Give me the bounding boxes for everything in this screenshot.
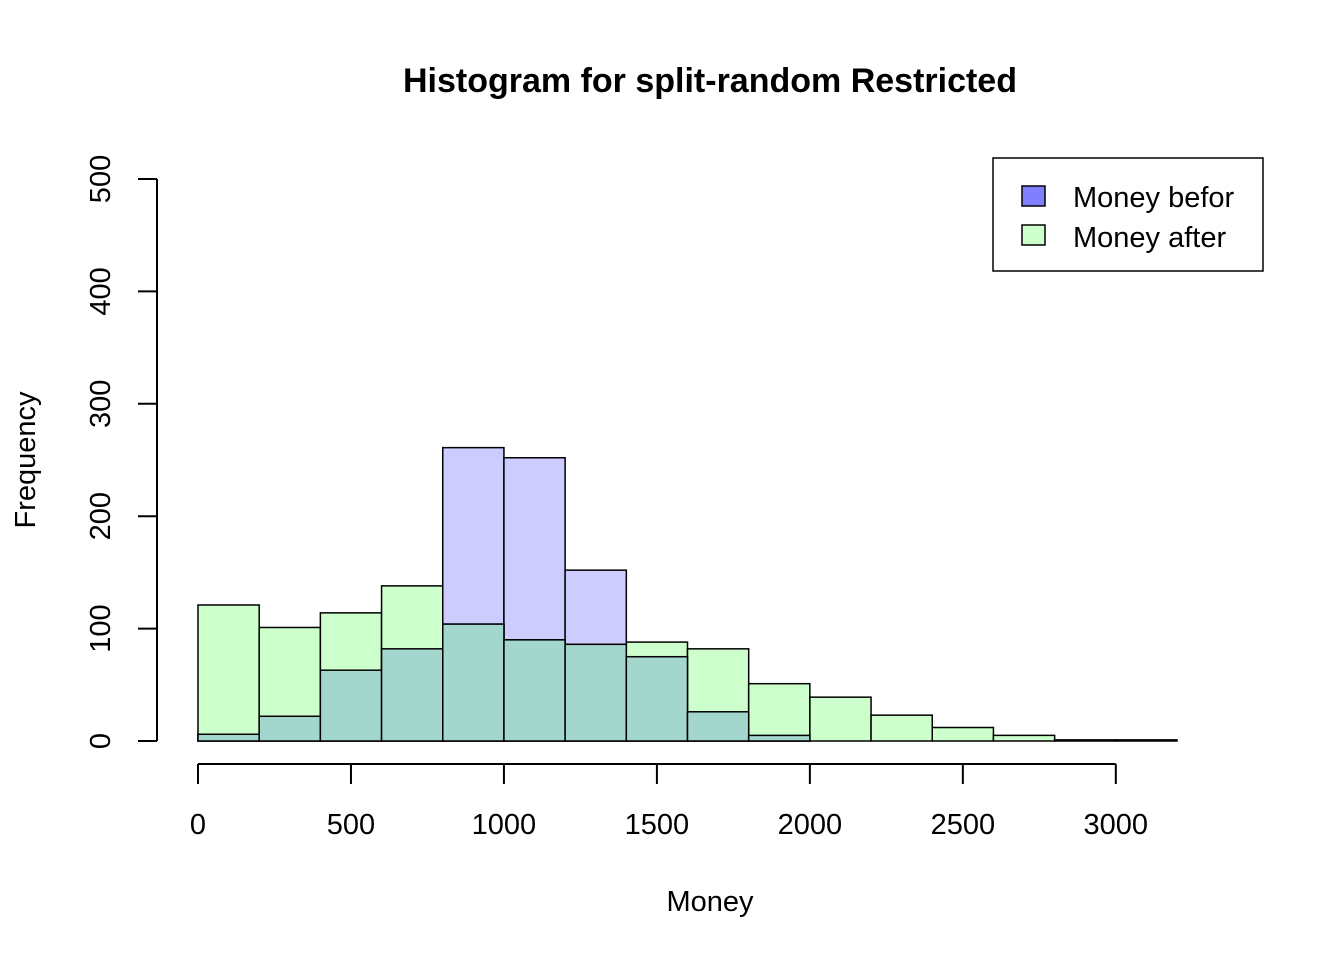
legend-label-money-befor: Money befor xyxy=(1073,182,1235,214)
legend: Money befor Money after xyxy=(992,157,1264,272)
y-ticks: 0 100 200 300 400 500 xyxy=(85,155,157,749)
x-tick-label-4: 2000 xyxy=(778,809,843,841)
y-axis-label: Frequency xyxy=(10,391,42,529)
bar-overlap-3 xyxy=(380,648,444,742)
y-axis: 0 100 200 300 400 500 xyxy=(85,155,158,749)
bar-overlap-2 xyxy=(319,669,383,742)
x-tick-label-5: 2500 xyxy=(931,809,996,841)
bar-money-after-10 xyxy=(809,696,872,742)
bar-money-after-12 xyxy=(931,726,995,742)
bar-overlap-6 xyxy=(564,643,628,742)
x-tick-label-2: 1000 xyxy=(472,809,537,841)
bar-money-after-15 xyxy=(1115,739,1178,742)
x-tick-label-0: 0 xyxy=(190,809,206,841)
y-tick-label-1: 100 xyxy=(85,604,117,652)
bar-overlap-5 xyxy=(503,639,566,742)
legend-swatch-money-befor xyxy=(1021,185,1046,207)
bar-money-after-11 xyxy=(870,714,933,742)
legend-box xyxy=(992,157,1264,272)
x-axis-label: Money xyxy=(666,886,754,918)
bar-overlap-1 xyxy=(258,715,322,742)
y-tick-label-0: 0 xyxy=(85,733,117,749)
bar-overlap-9 xyxy=(747,734,811,742)
y-tick-label-3: 300 xyxy=(85,380,117,428)
bar-overlap-4 xyxy=(442,623,505,742)
y-tick-label-2: 200 xyxy=(85,492,117,540)
bar-money-after-9 xyxy=(747,682,811,742)
bar-money-after-13 xyxy=(992,734,1056,742)
bar-overlap-0 xyxy=(197,733,260,742)
y-tick-label-4: 400 xyxy=(85,267,117,315)
chart-title: Histogram for split-random Restricted xyxy=(403,62,1017,100)
bar-money-after-0 xyxy=(197,604,260,742)
bar-money-after-14 xyxy=(1053,739,1117,742)
x-tick-label-6: 3000 xyxy=(1084,809,1149,841)
x-ticks: 0 500 1000 1500 2000 2500 3000 xyxy=(190,764,1148,841)
bar-overlap-8 xyxy=(686,711,750,742)
y-tick-label-5: 500 xyxy=(85,155,117,203)
legend-swatch-money-after xyxy=(1021,224,1046,246)
x-tick-label-1: 500 xyxy=(327,809,375,841)
histogram-bars xyxy=(197,446,1178,742)
legend-label-money-after: Money after xyxy=(1073,222,1226,254)
bar-overlap-7 xyxy=(625,655,689,742)
x-tick-label-3: 1500 xyxy=(625,809,690,841)
x-axis: 0 500 1000 1500 2000 2500 3000 xyxy=(190,763,1148,841)
